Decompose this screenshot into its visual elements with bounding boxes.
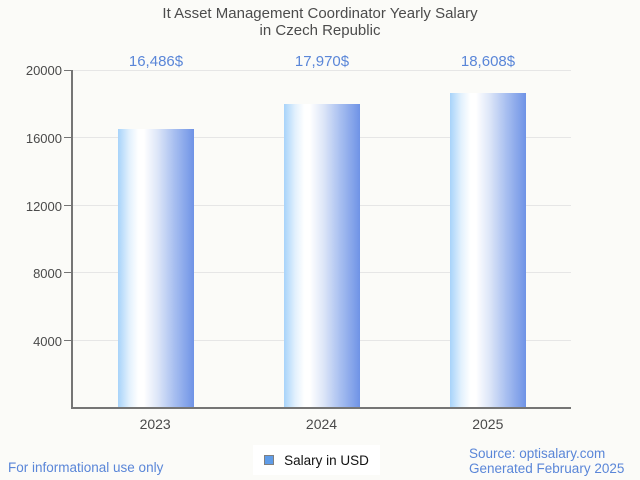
bar xyxy=(450,93,526,407)
y-tick-label-12000: 12000 xyxy=(25,198,62,214)
axis-tick xyxy=(64,70,71,71)
axis-tick xyxy=(64,339,71,341)
bar-value-label: 16,486$ xyxy=(128,53,184,70)
bar-group-2025: 18,608$ xyxy=(405,53,571,407)
source-line: Source: optisalary.com xyxy=(469,446,606,461)
y-tick-label-20000: 20000 xyxy=(25,63,62,78)
plot-area: 16,486$ 17,970$ 18,608$ xyxy=(64,53,571,409)
axis-tick xyxy=(64,204,71,206)
x-axis-labels: 2023 2024 2025 xyxy=(72,416,571,432)
bar-value-label: 17,970$ xyxy=(294,53,350,70)
generated-line: Generated February 2025 xyxy=(469,461,625,476)
disclaimer-text: For informational use only xyxy=(8,460,164,475)
chart-title: It Asset Management Coordinator Yearly S… xyxy=(0,5,640,39)
legend-swatch-icon xyxy=(264,455,275,465)
source-attribution: Source: optisalary.com Generated Februar… xyxy=(469,446,624,476)
bar xyxy=(118,129,194,407)
y-axis-tick-labels: 20000 16000 12000 8000 4000 xyxy=(0,63,62,409)
y-tick-label-8000: 8000 xyxy=(33,266,62,282)
x-tick-label-2025: 2025 xyxy=(472,416,504,432)
legend: Salary in USD xyxy=(253,445,380,475)
chart-title-line1: It Asset Management Coordinator Yearly S… xyxy=(162,5,478,22)
bar-value-label: 18,608$ xyxy=(460,53,516,70)
chart-title-line2: in Czech Republic xyxy=(259,22,381,39)
bar xyxy=(284,104,360,407)
bar-group-2023: 16,486$ xyxy=(73,53,239,407)
gridline xyxy=(73,70,571,71)
axis-tick xyxy=(64,272,71,274)
legend-label: Salary in USD xyxy=(284,452,369,468)
bar-group-2024: 17,970$ xyxy=(239,53,405,407)
y-tick-label-16000: 16000 xyxy=(25,130,62,146)
axis-tick xyxy=(64,137,71,139)
bars-container: 16,486$ 17,970$ 18,608$ xyxy=(73,53,571,407)
x-tick-label-2023: 2023 xyxy=(139,416,171,432)
y-tick-label-4000: 4000 xyxy=(33,334,62,350)
x-tick-label-2024: 2024 xyxy=(305,416,338,432)
